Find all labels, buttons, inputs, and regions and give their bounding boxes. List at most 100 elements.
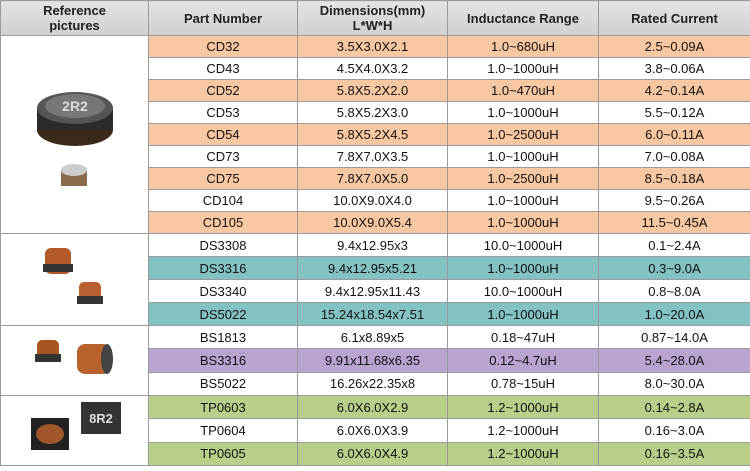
table-cell: 5.8X5.2X2.0 (297, 79, 448, 102)
table-row: CD104 10.0X9.0X4.0 1.0~1000uH 9.5~0.26A (1, 189, 750, 212)
table-cell: 3.5X3.0X2.1 (297, 35, 448, 58)
picture-cell (0, 233, 149, 326)
table-cell: 3.8~0.06A (598, 57, 750, 80)
header-cell: Inductance Range (447, 0, 599, 36)
table-cell: 1.0~2500uH (447, 167, 599, 190)
table-cell: 6.0X6.0X4.9 (297, 441, 448, 467)
table-cell: DS3316 (148, 256, 298, 280)
table-cell: CD105 (148, 211, 298, 234)
header-cell: Reference pictures (0, 0, 149, 36)
table-cell: DS5022 (148, 302, 298, 326)
table-cell: 9.4x12.95x11.43 (297, 279, 448, 303)
table-row: BS3316 9.91x11.68x6.35 0.12~4.7uH 5.4~28.0A (1, 348, 750, 373)
table-row: BS5022 16.26x22.35x8 0.78~15uH 8.0~30.0A (1, 371, 750, 397)
table-cell: 1.0~20.0A (598, 302, 750, 326)
table-cell: BS1813 (148, 324, 298, 350)
table-cell: 11.5~0.45A (598, 211, 750, 234)
table-cell: 7.0~0.08A (598, 145, 750, 168)
table-cell: 8.5~0.18A (598, 167, 750, 190)
table-cell: 1.0~2500uH (447, 123, 599, 146)
table-cell: 16.26x22.35x8 (297, 371, 448, 397)
table-cell: 0.1~2.4A (598, 233, 750, 257)
table-row: TP0604 6.0X6.0X3.9 1.2~1000uH 0.16~3.0A (1, 418, 750, 443)
table-cell: 10.0X9.0X4.0 (297, 189, 448, 212)
table-cell: CD52 (148, 79, 298, 102)
table-cell: 1.0~1000uH (447, 211, 599, 234)
table-cell: 1.0~1000uH (447, 145, 599, 168)
table-cell: 8.0~30.0A (598, 371, 750, 397)
table-cell: 10.0~1000uH (447, 279, 599, 303)
inductor-picture (34, 340, 113, 374)
table-cell: 1.2~1000uH (447, 418, 599, 443)
table-cell: 15.24x18.54x7.51 (297, 302, 448, 326)
table-cell: 0.78~15uH (447, 371, 599, 397)
header-cell: Dimensions(mm) L*W*H (297, 0, 448, 36)
table-cell: TP0603 (148, 394, 298, 420)
table-cell: 1.0~1000uH (447, 57, 599, 80)
table-cell: 1.0~1000uH (447, 302, 599, 326)
table-cell: 1.2~1000uH (447, 441, 599, 467)
table-cell: 0.12~4.7uH (447, 348, 599, 373)
table-cell: TP0605 (148, 441, 298, 467)
table-cell: 9.4x12.95x5.21 (297, 256, 448, 280)
table-cell: 0.18~47uH (447, 324, 599, 350)
table-cell: CD104 (148, 189, 298, 212)
table-cell: CD53 (148, 101, 298, 124)
table-cell: 1.0~470uH (447, 79, 599, 102)
table-cell: 0.3~9.0A (598, 256, 750, 280)
table-cell: 9.4x12.95x3 (297, 233, 448, 257)
table-cell: 0.87~14.0A (598, 324, 750, 350)
table-cell: 1.0~1000uH (447, 101, 599, 124)
header-cell: Part Number (148, 0, 298, 36)
table-cell: CD75 (148, 167, 298, 190)
table-row: TP0605 6.0X6.0X4.9 1.2~1000uH 0.16~3.5A (1, 441, 750, 467)
table-cell: 0.16~3.5A (598, 441, 750, 467)
table-cell: 5.5~0.12A (598, 101, 750, 124)
table-cell: 9.91x11.68x6.35 (297, 348, 448, 373)
header-row: Reference pictures Part Number Dimensions(… (0, 0, 750, 36)
table-cell: 1.0~1000uH (447, 256, 599, 280)
table-cell: 4.2~0.14A (598, 79, 750, 102)
table-cell: 10.0~1000uH (447, 233, 599, 257)
inductor-picture: 2R2 (36, 92, 113, 186)
table-row: DS5022 15.24x18.54x7.51 1.0~1000uH 1.0~20.0… (1, 302, 750, 326)
table-cell: 0.8~8.0A (598, 279, 750, 303)
svg-text:8R2: 8R2 (89, 411, 113, 426)
table-row: CD53 5.8X5.2X3.0 1.0~1000uH 5.5~0.12A (1, 101, 750, 124)
table-cell: 6.0X6.0X3.9 (297, 418, 448, 443)
table-cell: CD32 (148, 35, 298, 58)
table-row: 8R2 TP0603 6.0X6.0X2.9 1.2~1000uH 0.14~2.8A (0, 394, 750, 466)
table-row: DS3308 9.4x12.95x3 10.0~1000uH 0.1~2.4A (0, 233, 750, 326)
table-cell: 1.0~680uH (447, 35, 599, 58)
table-cell: 6.0X6.0X2.9 (297, 394, 448, 420)
table-cell: CD43 (148, 57, 298, 80)
picture-cell (0, 325, 149, 396)
picture-cell: 2R2 (0, 35, 149, 234)
table-cell: 7.8X7.0X5.0 (297, 167, 448, 190)
table-row: CD52 5.8X5.2X2.0 1.0~470uH 4.2~0.14A (1, 79, 750, 102)
table-cell: 5.4~28.0A (598, 348, 750, 373)
table-cell: 0.14~2.8A (598, 394, 750, 420)
table-row: CD73 7.8X7.0X3.5 1.0~1000uH 7.0~0.08A (1, 145, 750, 168)
header-cell: Rated Current (598, 0, 750, 36)
table-cell: 9.5~0.26A (598, 189, 750, 212)
table-cell: 1.0~1000uH (447, 189, 599, 212)
table-cell: 5.8X5.2X3.0 (297, 101, 448, 124)
table-row: 2R2 CD32 3.5X3.0X2.1 1.0~680uH 2.5~0.09A (0, 35, 750, 234)
table-row: DS3340 9.4x12.95x11.43 10.0~1000uH 0.8~8.0A (1, 279, 750, 303)
table-cell: BS5022 (148, 371, 298, 397)
table-cell: 2.5~0.09A (598, 35, 750, 58)
table-cell: CD54 (148, 123, 298, 146)
table-cell: 6.0~0.11A (598, 123, 750, 146)
table-row: CD54 5.8X5.2X4.5 1.0~2500uH 6.0~0.11A (1, 123, 750, 146)
table-cell: DS3308 (148, 233, 298, 257)
table-cell: 7.8X7.0X3.5 (297, 145, 448, 168)
table-cell: 10.0X9.0X5.4 (297, 211, 448, 234)
table-cell: 1.2~1000uH (447, 394, 599, 420)
table-cell: 4.5X4.0X3.2 (297, 57, 448, 80)
table-row: BS1813 6.1x8.89x5 0.18~47uH 0.87~14.0A (0, 324, 750, 396)
table-cell: BS3316 (148, 348, 298, 373)
table-cell: 6.1x8.89x5 (297, 324, 448, 350)
